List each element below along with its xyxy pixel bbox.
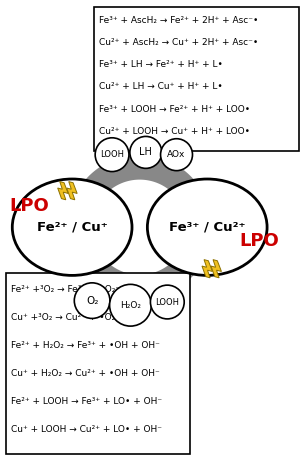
Ellipse shape: [147, 179, 267, 275]
Text: Fe³⁺ + LOOH → Fe²⁺ + H⁺ + LOO•: Fe³⁺ + LOOH → Fe²⁺ + H⁺ + LOO•: [99, 105, 250, 114]
Polygon shape: [67, 182, 77, 200]
Text: LPO: LPO: [239, 231, 279, 250]
Text: O₂: O₂: [86, 296, 98, 306]
Circle shape: [130, 136, 162, 168]
Text: H₂O₂: H₂O₂: [120, 301, 141, 310]
Text: Cu⁺ +³O₂ → Cu²⁺ + •O₂⁻: Cu⁺ +³O₂ → Cu²⁺ + •O₂⁻: [11, 313, 120, 322]
Text: LH: LH: [139, 147, 152, 157]
Text: Fe²⁺ + H₂O₂ → Fe³⁺ + •OH + OH⁻: Fe²⁺ + H₂O₂ → Fe³⁺ + •OH + OH⁻: [11, 341, 160, 350]
Polygon shape: [68, 155, 212, 299]
FancyBboxPatch shape: [6, 273, 190, 454]
Circle shape: [150, 285, 184, 319]
Text: Cu²⁺ + LOOH → Cu⁺ + H⁺ + LOO•: Cu²⁺ + LOOH → Cu⁺ + H⁺ + LOO•: [99, 127, 250, 136]
Text: LPO: LPO: [9, 197, 49, 215]
Circle shape: [74, 283, 110, 319]
Text: Fe²⁺ / Cu⁺: Fe²⁺ / Cu⁺: [37, 221, 107, 234]
Text: Fe³⁺ / Cu²⁺: Fe³⁺ / Cu²⁺: [169, 221, 246, 234]
Text: AOx: AOx: [167, 150, 186, 159]
Text: LOOH: LOOH: [100, 150, 124, 159]
Polygon shape: [202, 260, 212, 278]
Circle shape: [161, 139, 192, 171]
Circle shape: [110, 285, 151, 326]
Text: Fe³⁺ + AscH₂ → Fe²⁺ + 2H⁺ + Asc⁻•: Fe³⁺ + AscH₂ → Fe²⁺ + 2H⁺ + Asc⁻•: [99, 16, 258, 25]
Polygon shape: [58, 182, 68, 200]
Text: Fe²⁺ +³O₂ → Fe³⁺ + •O₂⁻: Fe²⁺ +³O₂ → Fe³⁺ + •O₂⁻: [11, 285, 120, 294]
Text: Cu⁺ + LOOH → Cu²⁺ + LO• + OH⁻: Cu⁺ + LOOH → Cu²⁺ + LO• + OH⁻: [11, 425, 162, 434]
Circle shape: [95, 138, 129, 172]
FancyBboxPatch shape: [94, 7, 299, 151]
Text: Fe²⁺ + LOOH → Fe³⁺ + LO• + OH⁻: Fe²⁺ + LOOH → Fe³⁺ + LO• + OH⁻: [11, 397, 162, 406]
Text: Cu²⁺ + AscH₂ → Cu⁺ + 2H⁺ + Asc⁻•: Cu²⁺ + AscH₂ → Cu⁺ + 2H⁺ + Asc⁻•: [99, 38, 258, 47]
Text: Fe³⁺ + LH → Fe²⁺ + H⁺ + L•: Fe³⁺ + LH → Fe²⁺ + H⁺ + L•: [99, 60, 223, 69]
Ellipse shape: [12, 179, 132, 275]
Text: LOOH: LOOH: [155, 297, 179, 307]
Text: Cu²⁺ + LH → Cu⁺ + H⁺ + L•: Cu²⁺ + LH → Cu⁺ + H⁺ + L•: [99, 83, 222, 91]
Polygon shape: [211, 260, 221, 278]
Text: Cu⁺ + H₂O₂ → Cu²⁺ + •OH + OH⁻: Cu⁺ + H₂O₂ → Cu²⁺ + •OH + OH⁻: [11, 369, 160, 378]
